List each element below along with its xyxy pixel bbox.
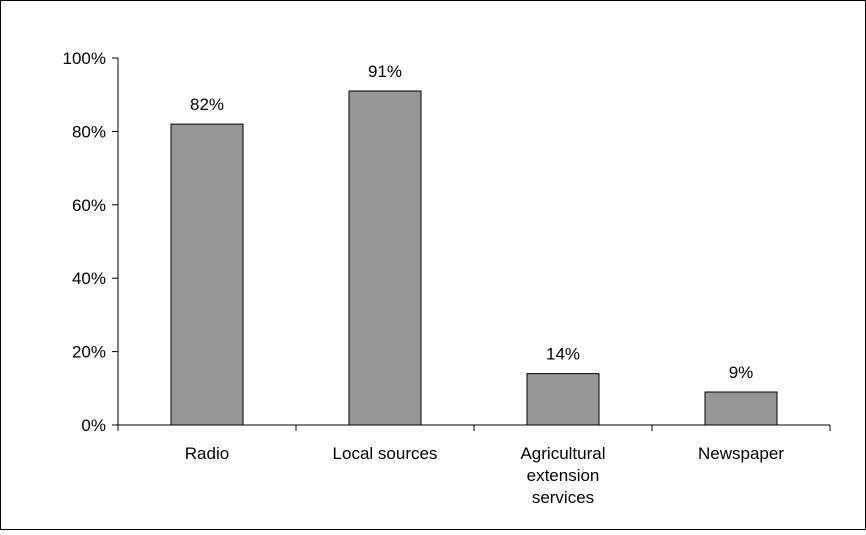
x-tick-label: Local sources [333,444,438,463]
labels-layer: 82% Radio 91% Local sources 14% Agricultural e… [63,49,785,507]
axis-layer [112,57,831,431]
data-label: 82% [190,95,224,114]
y-tick-label: 80% [72,122,106,141]
x-tick-label: extension [527,466,600,485]
bar [170,123,244,426]
data-label: 91% [368,62,402,81]
y-tick-label: 0% [81,416,106,435]
x-tick-label: Agricultural [520,444,605,463]
y-tick-label: 20% [72,343,106,362]
data-label: 14% [546,345,580,364]
y-tick-label: 40% [72,269,106,288]
x-tick-label: Radio [185,444,229,463]
bar [348,90,422,426]
data-label: 9% [729,363,754,382]
x-tick-label: Newspaper [698,444,784,463]
bars-layer [170,90,778,426]
y-tick-label: 60% [72,196,106,215]
bar [704,391,778,426]
x-tick-label: services [532,488,594,507]
bar [526,373,600,426]
y-tick-label: 100% [63,49,106,68]
